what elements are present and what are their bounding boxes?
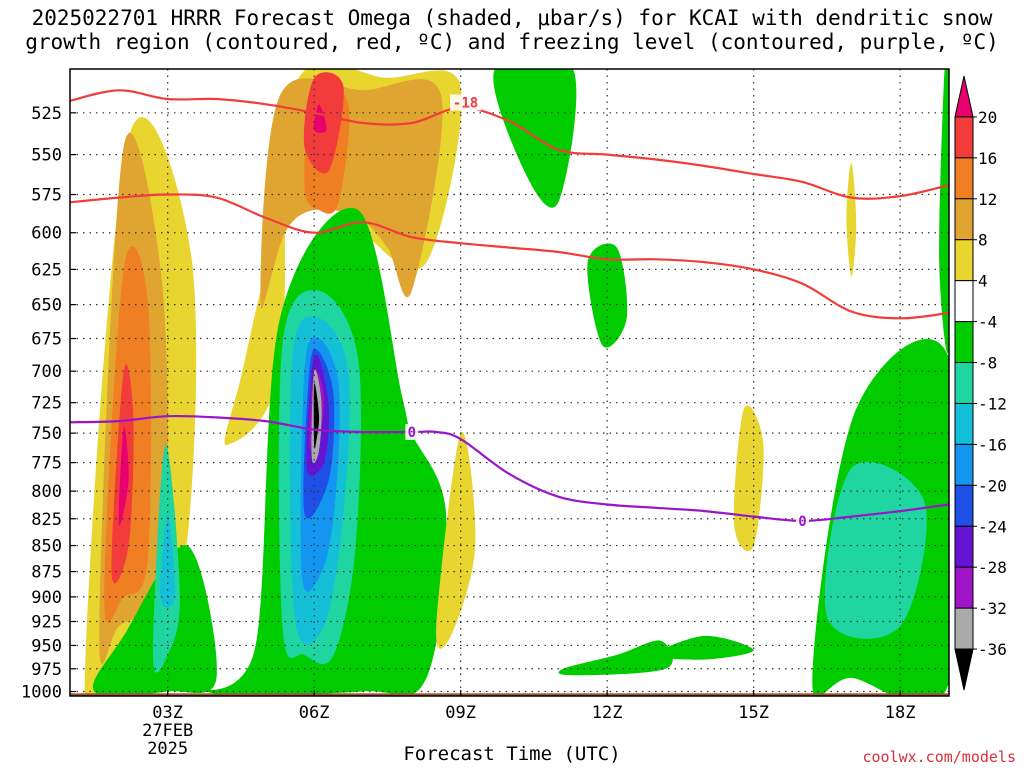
contour-label-bg-1	[405, 423, 419, 440]
colorbar-label-5: -4	[978, 313, 997, 332]
colorbar-label-10: -24	[978, 517, 1007, 536]
y-tick-label-975: 975	[31, 660, 62, 680]
colorbar-bin-4	[954, 239, 974, 282]
omega-region-21	[313, 383, 320, 449]
contour-line-1	[70, 193, 949, 320]
contour-label-bg-2	[796, 512, 809, 529]
omega-region-25	[558, 640, 673, 676]
contour-label-0: -18	[453, 95, 478, 111]
colorbar-bin-1	[954, 116, 974, 159]
omega-region-27	[733, 405, 764, 552]
colorbar-bin-8	[954, 402, 974, 445]
terrain-strip	[70, 693, 949, 696]
colorbar-top-arrow	[954, 75, 974, 118]
omega-region-23	[493, 69, 577, 208]
chart-title: 2025022701 HRRR Forecast Omega (shaded, …	[0, 6, 1024, 54]
colorbar-label-8: -16	[978, 435, 1007, 454]
y-tick-label-1000: 1000	[21, 683, 62, 703]
contour-label-bg-0	[450, 94, 482, 111]
y-tick-label-750: 750	[31, 424, 62, 444]
x-tick-label-18Z: 18Z	[885, 703, 916, 723]
y-tick-label-575: 575	[31, 186, 62, 206]
y-tick-label-825: 825	[31, 510, 62, 530]
credit-link[interactable]: coolwx.com/models	[862, 748, 1016, 766]
y-tick-label-775: 775	[31, 454, 62, 474]
colorbar-bin-12	[954, 566, 974, 609]
x-tick-label-03Z: 03Z	[152, 703, 183, 723]
y-tick-label-875: 875	[31, 563, 62, 583]
colorbar-label-11: -28	[978, 558, 1007, 577]
y-tick-label-625: 625	[31, 260, 62, 280]
chart-title-line-2: growth region (contoured, red, ºC) and f…	[25, 30, 999, 54]
contour-line-0	[70, 89, 949, 200]
y-tick-label-525: 525	[31, 104, 62, 124]
omega-region-30	[824, 461, 927, 639]
colorbar-bin-6	[954, 321, 974, 364]
y-tick-label-850: 850	[31, 537, 62, 557]
colorbar-label-13: -36	[978, 640, 1007, 659]
colorbar-bin-3	[954, 198, 974, 241]
omega-region-31	[939, 69, 949, 354]
y-tick-label-800: 800	[31, 482, 62, 502]
colorbar-label-3: 8	[978, 231, 988, 250]
x-tick-label-12Z: 12Z	[592, 703, 623, 723]
colorbar: 20 16 12 8 4 -4 -8 -12 -16 -20 -24 -28 -32 -36	[954, 75, 1007, 691]
chart-title-line-1: 2025022701 HRRR Forecast Omega (shaded, …	[31, 6, 993, 30]
y-axis: 525 550 575 600 625 650 675 700 725 750 775 800 825 8…	[21, 104, 76, 703]
omega-region-9	[313, 104, 327, 133]
x-date-label: 27FEB	[142, 721, 193, 741]
y-tick-label-600: 600	[31, 224, 62, 244]
x-tick-label-06Z: 06Z	[299, 703, 330, 723]
omega-shading	[84, 69, 949, 696]
omega-region-22	[436, 431, 476, 649]
colorbar-label-0: 20	[978, 108, 997, 127]
x-tick-label-15Z: 15Z	[738, 703, 769, 723]
colorbar-bin-7	[954, 362, 974, 404]
omega-region-28	[846, 162, 857, 277]
colorbar-bin-10	[954, 484, 974, 527]
terrain-fill	[70, 693, 949, 696]
colorbar-label-1: 16	[978, 149, 997, 168]
x-tick-label-09Z: 09Z	[445, 703, 476, 723]
colorbar-bin-9	[954, 443, 974, 486]
colorbar-label-2: 12	[978, 190, 997, 209]
colorbar-label-12: -32	[978, 599, 1007, 618]
y-tick-label-550: 550	[31, 146, 62, 166]
colorbar-label-9: -20	[978, 476, 1007, 495]
colorbar-label-7: -12	[978, 394, 1007, 413]
plot-frame	[69, 68, 950, 697]
contour-label-1: 0	[408, 425, 416, 441]
y-tick-label-900: 900	[31, 588, 62, 608]
contour-label-2: 0	[798, 514, 806, 530]
colorbar-bin-11	[954, 525, 974, 568]
omega-region-4	[118, 426, 129, 526]
colorbar-bin-2	[954, 157, 974, 200]
contour-lines: -18 0 0	[70, 89, 949, 530]
y-tick-label-925: 925	[31, 613, 62, 633]
y-tick-label-675: 675	[31, 330, 62, 350]
contour-line-2	[70, 414, 949, 523]
x-year-label: 2025	[147, 739, 188, 759]
colorbar-label-6: -8	[978, 354, 997, 373]
omega-region-12	[160, 513, 176, 608]
omega-region-26	[656, 635, 754, 660]
y-tick-label-650: 650	[31, 296, 62, 316]
colorbar-bin-13	[954, 607, 974, 650]
colorbar-label-4: 4	[978, 272, 988, 291]
x-axis-title: Forecast Time (UTC)	[403, 743, 621, 765]
y-tick-label-700: 700	[31, 362, 62, 382]
colorbar-bottom-arrow	[954, 648, 974, 691]
y-tick-label-950: 950	[31, 636, 62, 656]
y-tick-label-725: 725	[31, 394, 62, 414]
colorbar-bin-5	[954, 280, 974, 323]
